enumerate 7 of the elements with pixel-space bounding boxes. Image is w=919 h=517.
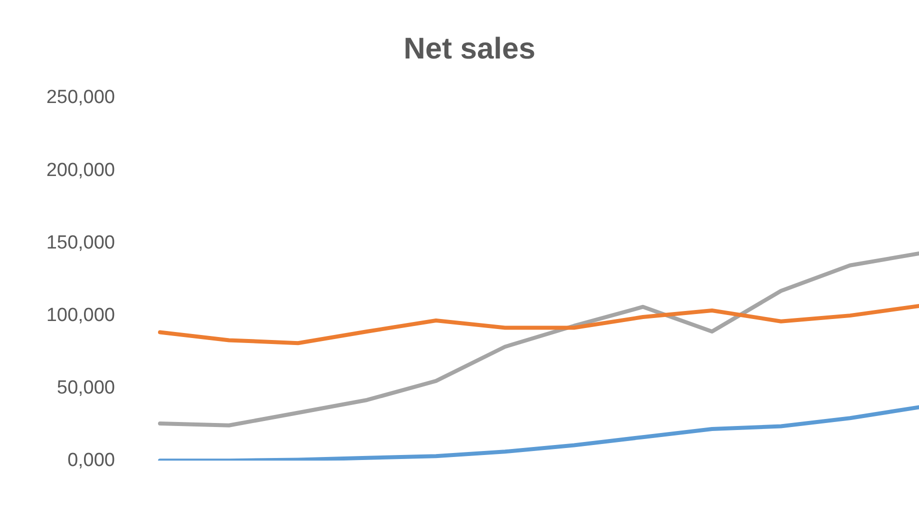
y-tick-label: 200,000 <box>46 160 115 181</box>
chart-title: Net sales <box>404 32 536 66</box>
y-tick-label: 50,000 <box>56 377 115 398</box>
y-tick-label: 150,000 <box>46 232 115 254</box>
y-tick-label: 250,000 <box>46 87 115 108</box>
y-tick-label: 100,000 <box>46 304 115 326</box>
y-tick-label: 0,000 <box>67 450 115 471</box>
